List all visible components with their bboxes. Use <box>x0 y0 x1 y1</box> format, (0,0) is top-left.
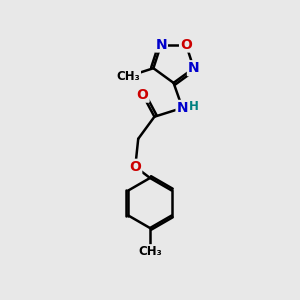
Text: CH₃: CH₃ <box>138 245 162 258</box>
Text: CH₃: CH₃ <box>116 70 140 83</box>
Text: N: N <box>155 38 167 52</box>
Text: N: N <box>177 101 188 115</box>
Text: H: H <box>189 100 199 113</box>
Text: O: O <box>129 160 141 174</box>
Text: O: O <box>137 88 148 102</box>
Text: O: O <box>180 38 192 52</box>
Text: N: N <box>188 61 200 75</box>
